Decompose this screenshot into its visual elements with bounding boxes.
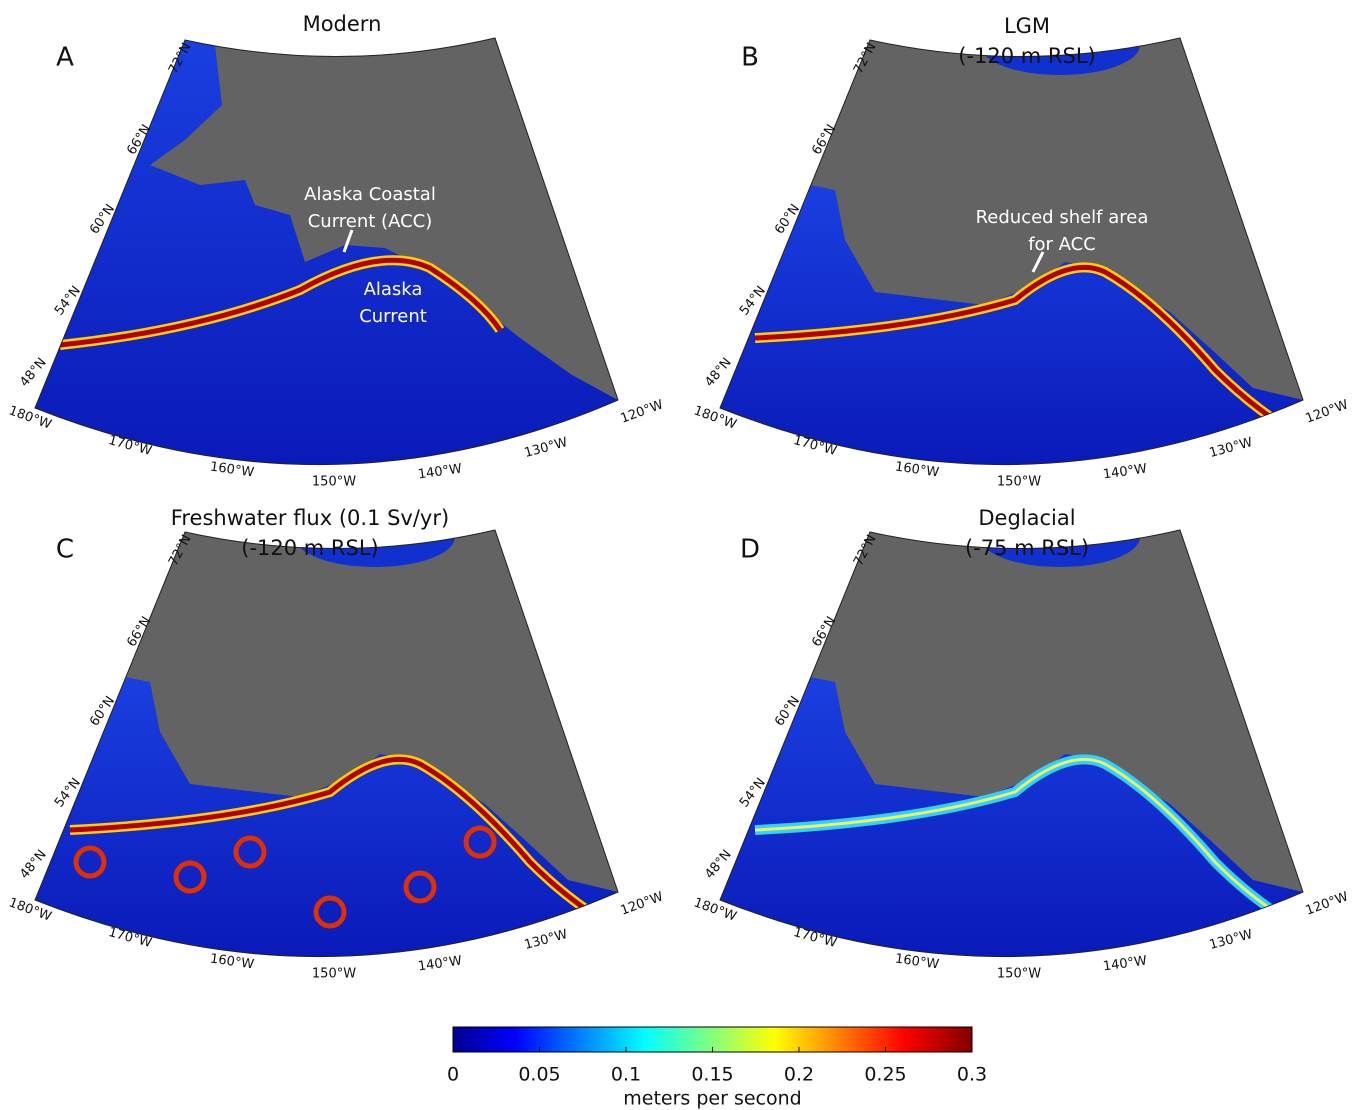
lon-label: 150°W	[997, 967, 1041, 982]
panel-letter: B	[741, 43, 759, 73]
colorbar-tick-label: 0.3	[957, 1064, 987, 1086]
annotation: for ACC	[1028, 234, 1096, 255]
eddy	[73, 845, 107, 879]
colorbar-tick-label: 0.05	[518, 1064, 560, 1086]
panel-title: LGM	[1004, 14, 1050, 38]
map-border	[719, 529, 1304, 958]
lon-label: 140°W	[1102, 953, 1148, 974]
panel-letter: A	[56, 43, 74, 73]
annotation: Current	[359, 306, 427, 327]
lon-label: 160°W	[209, 459, 255, 480]
ocean	[720, 677, 1303, 957]
lon-label: 120°W	[1304, 397, 1351, 426]
annotation: Current (ACC)	[308, 211, 433, 232]
colorbar-tick-label: 0.2	[784, 1064, 814, 1086]
lon-label: 140°W	[417, 953, 463, 974]
map-border	[34, 529, 619, 958]
panel-title: (-120 m RSL)	[958, 44, 1095, 68]
current-core	[69, 756, 592, 915]
eddy	[463, 825, 497, 859]
map-content	[35, 40, 618, 465]
current-core	[754, 757, 1276, 914]
lon-label: 150°W	[312, 967, 356, 982]
panel-title: Deglacial	[978, 506, 1075, 530]
annotation: Alaska	[364, 279, 423, 300]
panel-letter: D	[740, 535, 760, 565]
ocean	[35, 40, 618, 465]
eddy	[403, 870, 437, 904]
arrow	[342, 229, 354, 253]
eddy	[233, 835, 267, 869]
lon-label: 130°W	[1208, 435, 1255, 461]
map-border	[34, 37, 619, 466]
lon-label: 160°W	[894, 951, 940, 972]
panel-letter: C	[56, 535, 74, 565]
lon-label: 120°W	[1304, 889, 1351, 918]
lon-label: 140°W	[417, 461, 463, 482]
colorbar-tick-label: 0.1	[611, 1064, 641, 1086]
lon-label: 150°W	[997, 475, 1041, 490]
arrow	[1031, 251, 1045, 273]
lon-label: 140°W	[1102, 461, 1148, 482]
annotation: Alaska Coastal	[304, 184, 436, 205]
lon-label: 130°W	[1208, 927, 1255, 953]
map-content	[35, 530, 618, 957]
current-core	[59, 257, 503, 348]
panel-title: (-120 m RSL)	[241, 536, 378, 560]
panel-title: Modern	[303, 12, 382, 36]
colorbar-tick-label: 0.15	[691, 1064, 733, 1086]
eddy	[173, 860, 207, 894]
eddy	[313, 895, 347, 929]
lon-label: 160°W	[894, 459, 940, 480]
panel-title: Freshwater flux (0.1 Sv/yr)	[171, 506, 449, 530]
colorbar-label: meters per second	[623, 1088, 801, 1110]
lon-label: 120°W	[619, 397, 666, 426]
current-core	[754, 264, 1277, 423]
lon-label: 130°W	[523, 435, 570, 461]
colorbar-tick-label: 0	[447, 1064, 459, 1086]
annotation: Reduced shelf area	[976, 207, 1149, 228]
lon-label: 160°W	[209, 951, 255, 972]
map-panel: AModern72°N66°N60°N54°N48°N180°W170°W160…	[7, 12, 666, 490]
lon-label: 130°W	[523, 927, 570, 953]
colorbar-tick-label: 0.25	[864, 1064, 906, 1086]
lon-label: 150°W	[312, 475, 356, 490]
panel-title: (-75 m RSL)	[965, 536, 1089, 560]
ocean	[720, 185, 1303, 465]
map-border	[719, 37, 1304, 466]
lon-label: 120°W	[619, 889, 666, 918]
map-panel: C Freshwater flux (0.1 Sv/yr) (-120 m RSL)…	[7, 506, 666, 982]
